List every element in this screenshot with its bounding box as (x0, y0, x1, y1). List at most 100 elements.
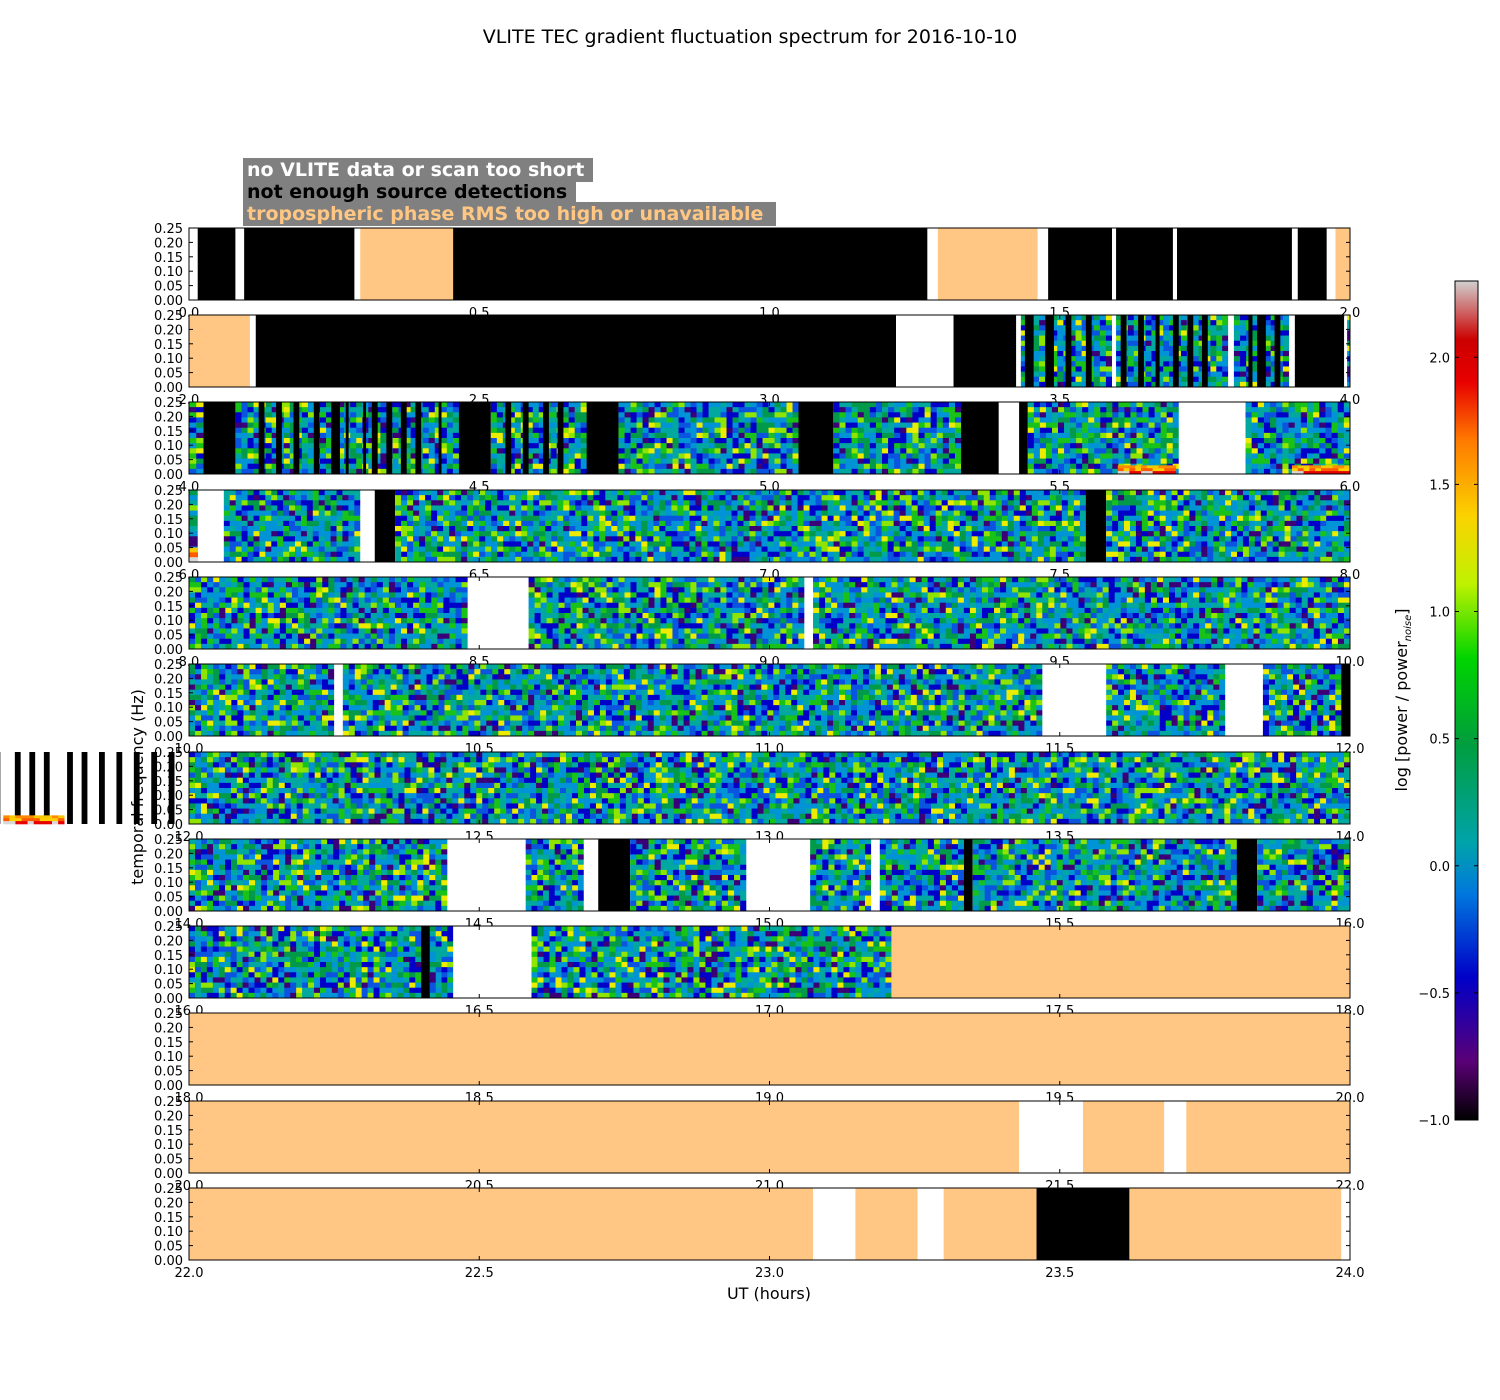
spectrum-cell (912, 443, 919, 449)
spectrum-cell (497, 520, 504, 527)
spectrum-cell (422, 402, 430, 408)
spectrum-cell (906, 453, 913, 459)
spectrum-cell (587, 500, 594, 506)
spectrum-cell (635, 531, 642, 537)
spectrum-cell (568, 468, 576, 475)
spectrum-cell (737, 500, 744, 506)
spectrum-cell (821, 505, 828, 511)
spectrum-cell (1180, 315, 1188, 321)
spectrum-cell (773, 531, 780, 537)
spectrum-cell (683, 490, 690, 496)
spectrum-cell (401, 490, 408, 496)
spectrum-cell (1079, 490, 1087, 496)
segment-B (453, 228, 928, 300)
spectrum-cell (947, 546, 955, 553)
spectrum-cell (882, 453, 889, 459)
spectrum-cell (395, 551, 402, 558)
spectrum-cell (881, 541, 889, 547)
spectrum-cell (485, 551, 492, 558)
spectrum-cell (1124, 510, 1131, 517)
spectrum-cell (356, 432, 363, 439)
spectrum-cell (318, 556, 326, 563)
spectrum-cell (647, 551, 654, 558)
spectrum-cell (1039, 356, 1046, 362)
spectrum-cell (235, 412, 242, 418)
spectrum-cell (587, 531, 594, 537)
spectrum-cell (1033, 345, 1040, 352)
spectrum-cell (1007, 536, 1015, 542)
spectrum-cell (875, 407, 883, 413)
spectrum-cell (714, 468, 721, 475)
spectrum-cell (936, 427, 944, 434)
spectrum-cell (701, 546, 708, 553)
spectrum-cell (473, 520, 480, 527)
spectrum-cell (1116, 325, 1123, 331)
spectrum-cell (953, 556, 961, 563)
spectrum-cell (1055, 556, 1063, 563)
spectrum-cell (189, 443, 197, 449)
spectrum-cell (863, 412, 871, 418)
spectrum-cell (905, 500, 913, 506)
spectrum-cell (773, 520, 780, 527)
spectrum-cell (422, 463, 430, 470)
spectrum-cell (527, 536, 534, 542)
spectrum-cell (1270, 315, 1278, 321)
spectrum-cell (324, 556, 331, 563)
spectrum-cell (779, 520, 786, 527)
spectrum-cell (289, 490, 296, 496)
spectrum-cell (1112, 458, 1119, 465)
spectrum-cell (479, 551, 486, 558)
spectrum-cell (1081, 376, 1089, 383)
spectrum-cell (1033, 351, 1040, 357)
spectrum-cell (623, 500, 630, 506)
spectrum-cell (1112, 448, 1119, 454)
spectrum-cell (779, 500, 786, 506)
spectrum-cell (755, 510, 762, 517)
spectrum-cell (695, 536, 702, 542)
spectrum-cell (833, 458, 840, 465)
spectrum-cell (1067, 505, 1075, 511)
spectrum-cell (1251, 468, 1259, 475)
spectrum-cell (1222, 320, 1229, 326)
spectrum-cell (350, 453, 357, 459)
spectrum-cell (189, 541, 199, 547)
spectrum-cell (635, 505, 642, 511)
spectrum-cell (1116, 351, 1123, 357)
spectrum-cell (295, 526, 302, 532)
spectrum-cell (875, 427, 883, 434)
spectrum-cell (574, 453, 582, 459)
spectrum-cell (887, 556, 895, 563)
spectrum-cell (720, 463, 727, 470)
spectrum-cell (1082, 412, 1089, 418)
spectrum-cell (283, 515, 290, 522)
spectrum-cell (1020, 335, 1028, 342)
spectrum-cell (1027, 422, 1035, 429)
spectrum-cell (888, 417, 895, 423)
spectrum-cell (348, 541, 355, 547)
spectrum-cell (300, 536, 308, 542)
spectrum-cell (485, 505, 492, 511)
spectrum-cell (666, 443, 673, 449)
spectrum-cell (780, 468, 787, 475)
spectrum-cell (869, 531, 877, 537)
spectrum-cell (1093, 315, 1101, 321)
chart-title: VLITE TEC gradient fluctuation spectrum … (483, 26, 1017, 48)
spectrum-cell (562, 438, 570, 444)
spectrum-cell (671, 515, 678, 522)
spectrum-cell (1025, 495, 1033, 501)
spectrum-cell (1058, 432, 1065, 439)
spectrum-cell (659, 490, 666, 496)
spectrum-cell (659, 500, 666, 506)
spectrum-cell (1270, 361, 1278, 367)
spectrum-cell (935, 495, 943, 501)
spectrum-cell (983, 551, 991, 558)
spectrum-cell (368, 458, 375, 465)
spectrum-cell (875, 551, 883, 558)
spectrum-cell (947, 510, 955, 517)
spectrum-cell (1240, 325, 1247, 331)
spectrum-cell (1151, 330, 1158, 336)
spectrum-cell (1163, 335, 1170, 342)
spectrum-cell (1106, 500, 1113, 506)
spectrum-cell (666, 463, 673, 470)
spectrum-cell (395, 515, 402, 522)
